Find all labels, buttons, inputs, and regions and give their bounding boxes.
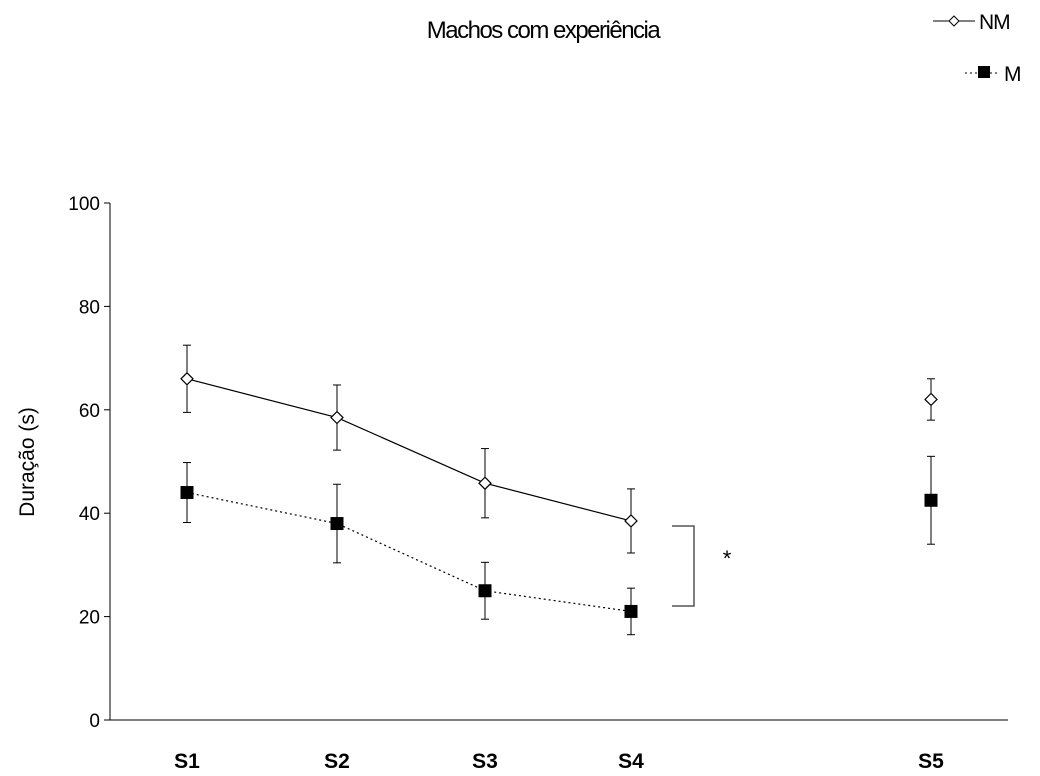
- chart-title: Machos com experiência: [427, 17, 662, 44]
- x-tick-label-s3: S3: [472, 750, 498, 773]
- legend-marker-nm: [948, 15, 960, 27]
- legend: NM M: [933, 11, 1022, 86]
- y-tick-label-60: 60: [79, 401, 100, 422]
- legend-label-m: M: [1004, 63, 1021, 86]
- legend-label-nm: NM: [979, 11, 1010, 34]
- series-line-m: [186, 491, 632, 613]
- y-tick-label-80: 80: [79, 297, 100, 318]
- point-nm-s1: [180, 371, 194, 386]
- y-tick-label-100: 100: [68, 194, 100, 215]
- y-axis-label: Duração (s): [16, 407, 39, 517]
- point-m-s2: [330, 517, 344, 531]
- significance-star: *: [723, 546, 732, 571]
- series-m: [180, 455, 938, 636]
- y-ticks: 0 20 40 60 80 100: [68, 194, 110, 732]
- point-m-s4: [624, 604, 638, 618]
- point-nm-s5: [924, 392, 938, 407]
- y-tick-label-0: 0: [89, 711, 100, 732]
- legend-item-m: M: [965, 63, 1022, 86]
- x-tick-label-s2: S2: [324, 750, 350, 773]
- x-tick-label-s5: S5: [918, 750, 944, 773]
- x-tick-labels: S1 S2 S3 S4 S5: [174, 750, 944, 773]
- y-tick-label-40: 40: [79, 504, 100, 525]
- series-nm: [180, 344, 938, 554]
- y-tick-label-20: 20: [79, 608, 100, 629]
- series-line-nm: [186, 378, 632, 522]
- legend-marker-m: [978, 66, 990, 78]
- point-m-s3: [478, 584, 492, 598]
- point-nm-s2: [330, 410, 344, 425]
- x-tick-label-s1: S1: [174, 750, 200, 773]
- legend-item-nm: NM: [933, 11, 1011, 34]
- point-m-s5: [924, 493, 938, 507]
- point-nm-s3: [478, 476, 492, 491]
- point-nm-s4: [624, 514, 638, 528]
- x-tick-label-s4: S4: [618, 750, 644, 773]
- significance-bracket: *: [672, 525, 732, 607]
- series-layer: [180, 344, 938, 636]
- bracket-line: [672, 525, 695, 607]
- point-m-s1: [180, 486, 194, 500]
